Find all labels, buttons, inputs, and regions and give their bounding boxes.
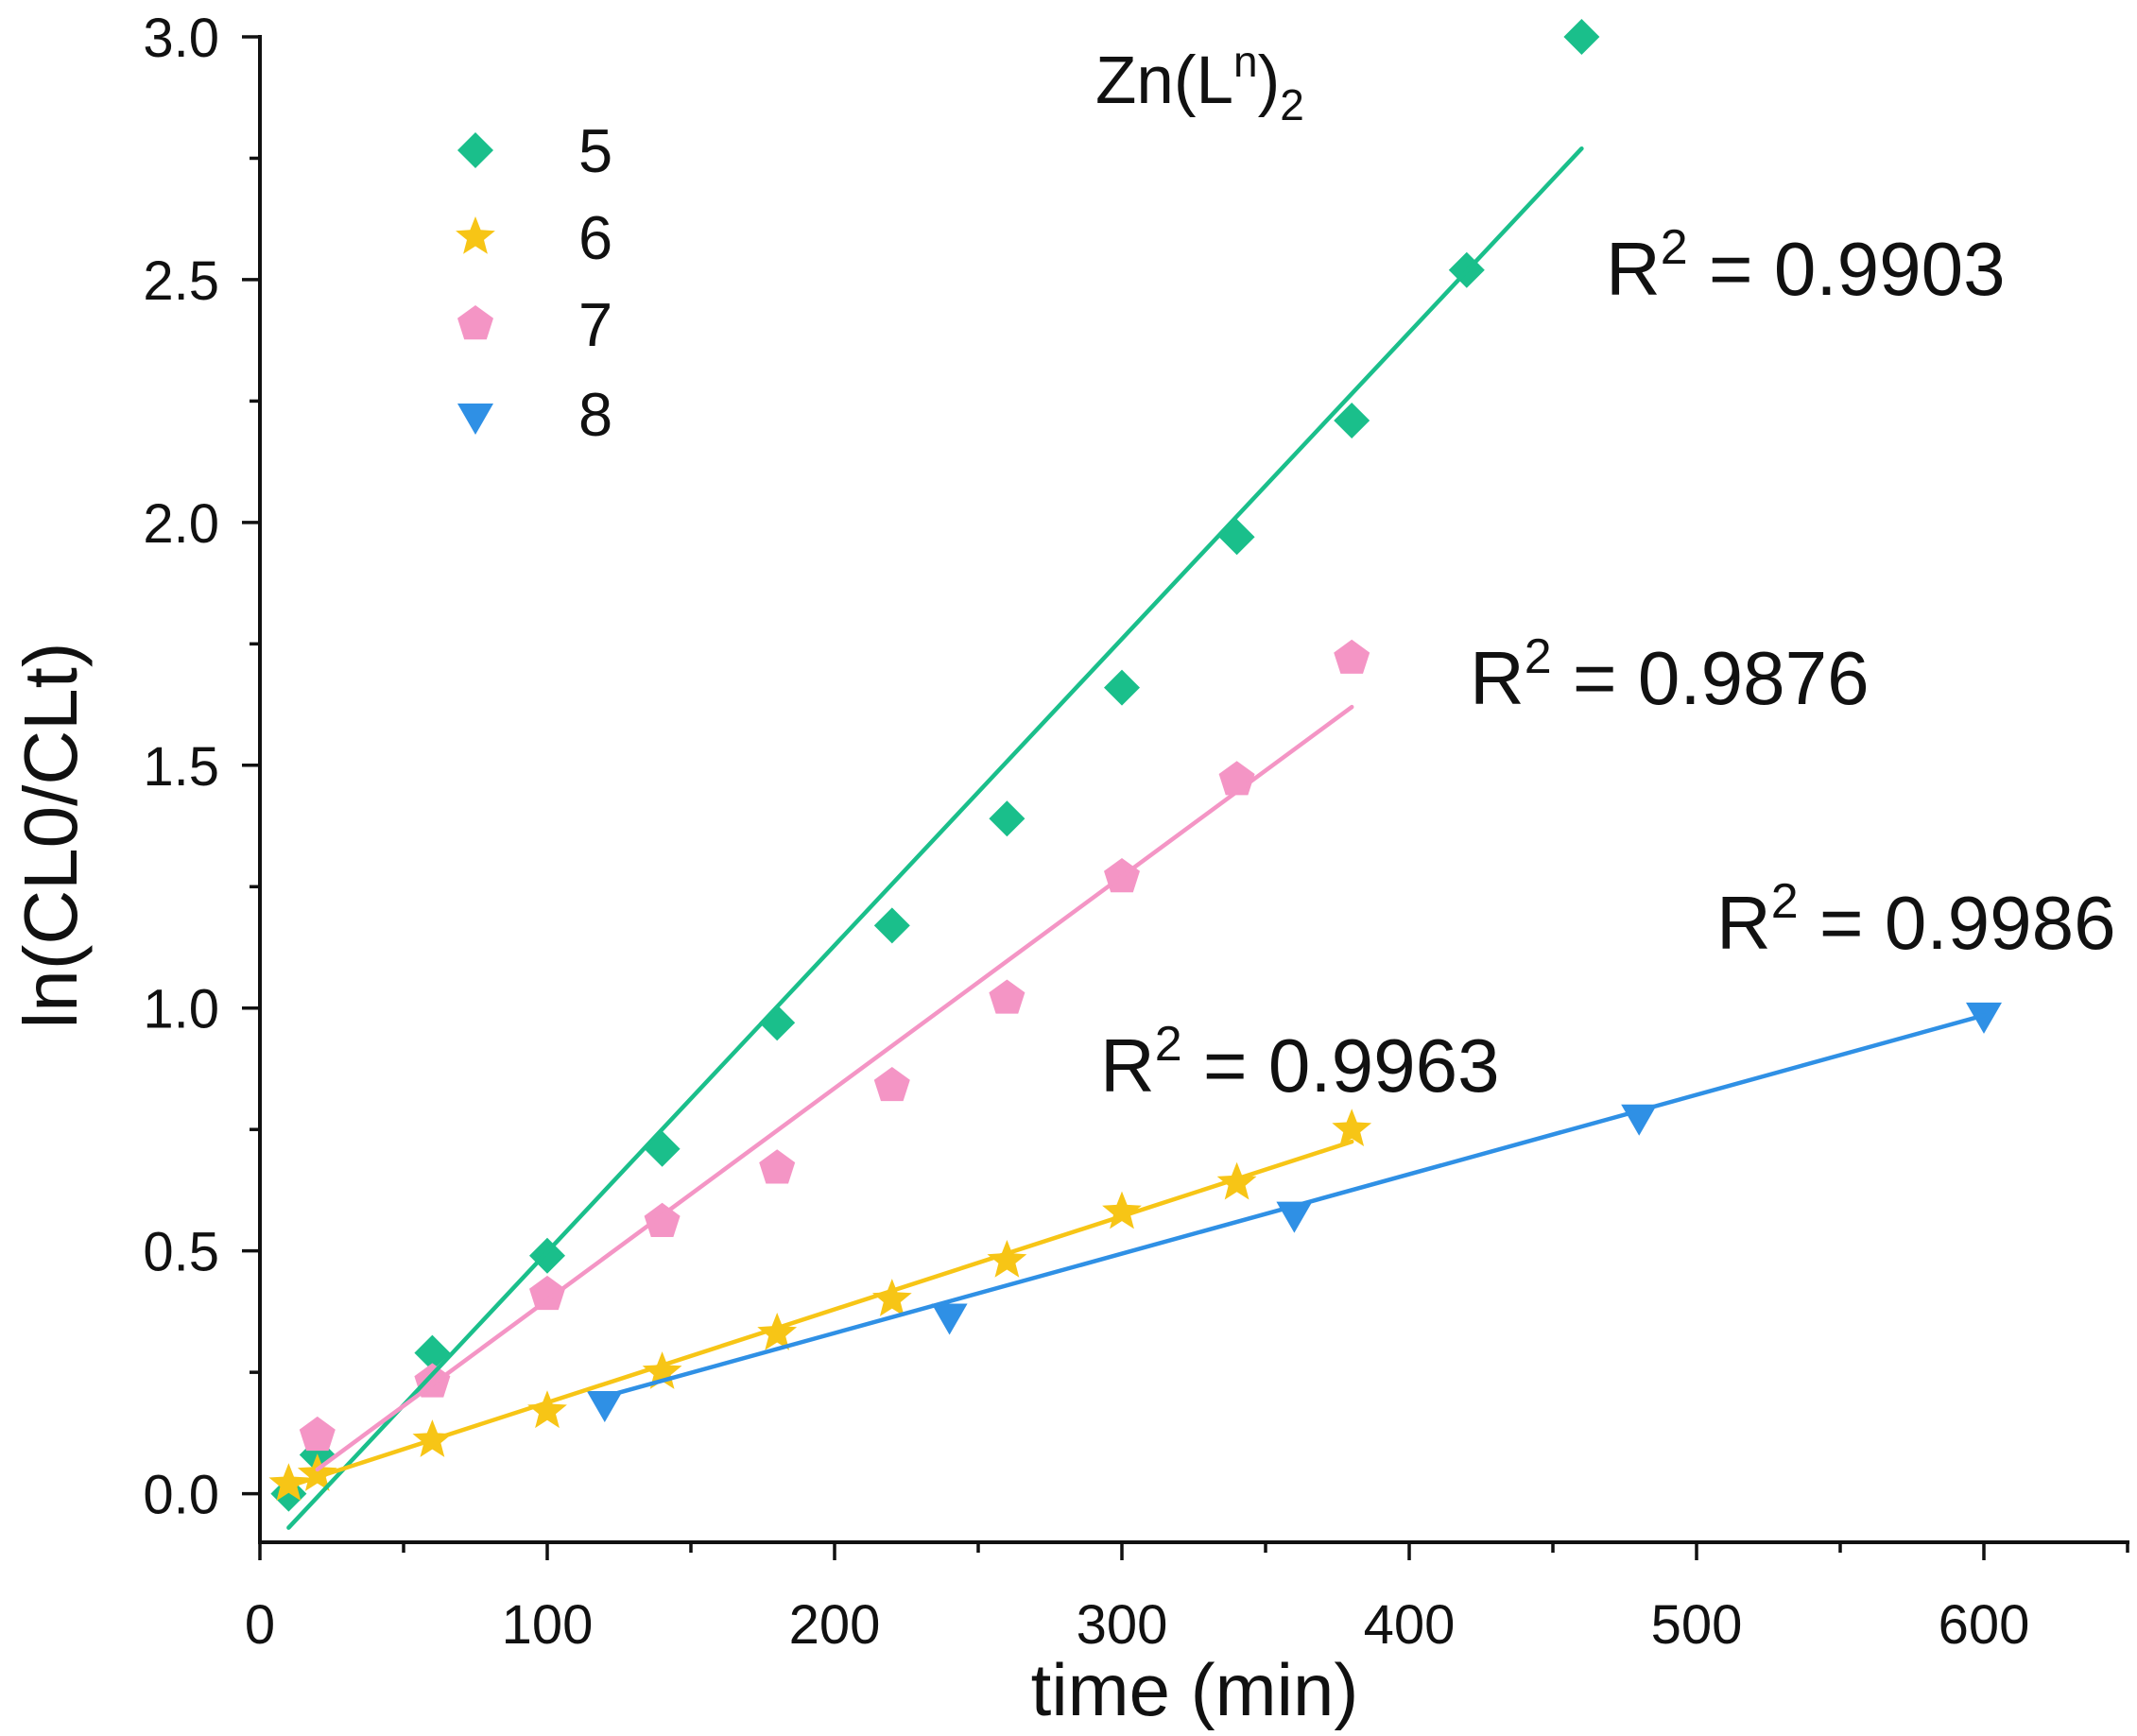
series-6-point-9 — [1102, 1191, 1142, 1229]
series-8-point-1 — [586, 1391, 623, 1422]
legend-title-close: ) — [1258, 43, 1281, 118]
series-7-point-7 — [989, 979, 1025, 1014]
series-7-point-5 — [759, 1149, 796, 1184]
series-6-point-7 — [871, 1279, 912, 1316]
legend-title-superscript: n — [1233, 37, 1258, 86]
series-8-point-5 — [1966, 1002, 2002, 1034]
legend-marker-pentagon — [457, 305, 493, 340]
y-tick-label: 3.0 — [143, 8, 219, 69]
r2-value: = 0.9986 — [1799, 881, 2116, 965]
legend-items: 5 6 7 8 — [456, 116, 612, 449]
legend-label: 6 — [578, 203, 612, 272]
y-tick-label: 1.0 — [143, 979, 219, 1040]
r2-value: = 0.9903 — [1688, 227, 2006, 311]
r2-annotation-series-5: R2 = 0.9903 — [1606, 220, 2006, 311]
series-7-point-6 — [873, 1067, 910, 1102]
r2-superscript: 2 — [1155, 1017, 1182, 1072]
x-tick-label: 100 — [502, 1594, 594, 1656]
x-axis-title: time (min) — [1031, 1648, 1359, 1731]
series-8-point-2 — [931, 1303, 968, 1335]
series-6-point-4 — [527, 1390, 567, 1429]
series-6-point-11 — [1332, 1109, 1372, 1146]
series-6-point-5 — [642, 1351, 682, 1389]
series-5-point-13 — [1563, 19, 1600, 55]
x-tick-label: 300 — [1077, 1594, 1168, 1656]
series-6-point-6 — [757, 1313, 798, 1350]
x-tick-label: 400 — [1364, 1594, 1456, 1656]
r2-symbol: R — [1716, 881, 1771, 965]
y-tick-label: 1.5 — [143, 736, 219, 798]
series-7-fit-line — [315, 704, 1354, 1472]
legend-item-7: 7 — [457, 290, 612, 359]
r2-value: = 0.9876 — [1552, 636, 1870, 720]
legend-item-5: 5 — [457, 116, 612, 185]
series-6-fit-line — [286, 1139, 1354, 1489]
r2-symbol: R — [1100, 1023, 1155, 1108]
series-6-point-2 — [297, 1453, 337, 1491]
r2-superscript: 2 — [1525, 629, 1552, 684]
y-axis-title: ln(CL0/CLt) — [9, 642, 93, 1028]
series-7-point-10 — [1334, 639, 1370, 674]
legend-label: 7 — [578, 290, 612, 359]
legend-marker-star — [456, 216, 495, 254]
y-tick-label: 0.5 — [143, 1222, 219, 1283]
series-5-point-11 — [1334, 403, 1370, 438]
legend-title-base: Zn(L — [1095, 43, 1233, 118]
y-tick-label: 2.0 — [143, 493, 219, 555]
series-7-markers — [299, 639, 1370, 1452]
x-tick-label: 0 — [245, 1594, 275, 1656]
series-5-point-7 — [873, 907, 910, 944]
r2-value: = 0.9963 — [1182, 1023, 1500, 1108]
series-6-point-1 — [268, 1463, 309, 1502]
r2-symbol: R — [1470, 636, 1525, 720]
series-7-point-3 — [529, 1275, 565, 1311]
legend-label: 8 — [578, 380, 612, 449]
legend-item-6: 6 — [456, 203, 612, 272]
series-5-point-9 — [1104, 669, 1140, 706]
legend-title: Zn(Ln)2 — [1095, 37, 1304, 129]
legend-title-subscript: 2 — [1280, 80, 1304, 129]
fit-lines — [286, 146, 1987, 1530]
y-tick-label: 0.0 — [143, 1465, 219, 1526]
legend: Zn(Ln)2 5 6 7 8 — [456, 37, 1304, 449]
legend-label: 5 — [578, 116, 612, 185]
legend-marker-triangle-down — [457, 404, 493, 435]
series-7-point-1 — [299, 1416, 336, 1452]
x-tick-label: 500 — [1651, 1594, 1743, 1656]
series-5-point-4 — [529, 1237, 565, 1274]
x-tick-label: 600 — [1939, 1594, 2030, 1656]
r2-annotation-series-8: R2 = 0.9986 — [1716, 874, 2116, 965]
r2-superscript: 2 — [1661, 220, 1688, 275]
r2-superscript: 2 — [1771, 874, 1799, 929]
y-tick-label: 2.5 — [143, 250, 219, 312]
legend-marker-diamond — [457, 132, 493, 168]
series-5-fit-line — [286, 146, 1584, 1530]
r2-symbol: R — [1606, 227, 1661, 311]
series-7-point-4 — [644, 1202, 681, 1237]
legend-item-8: 8 — [457, 380, 612, 449]
series-8-fit-line — [602, 1013, 1987, 1400]
series-5-point-8 — [989, 800, 1025, 837]
axes: 0 100 200 300 400 500 600 0.0 0.5 1.0 1.5 2.0 2.5 3.0 — [143, 8, 2129, 1656]
x-tick-label: 200 — [789, 1594, 881, 1656]
r2-annotation-series-6: R2 = 0.9963 — [1100, 1017, 1500, 1108]
series-6-point-8 — [987, 1240, 1027, 1278]
r2-annotation-series-7: R2 = 0.9876 — [1470, 629, 1870, 720]
